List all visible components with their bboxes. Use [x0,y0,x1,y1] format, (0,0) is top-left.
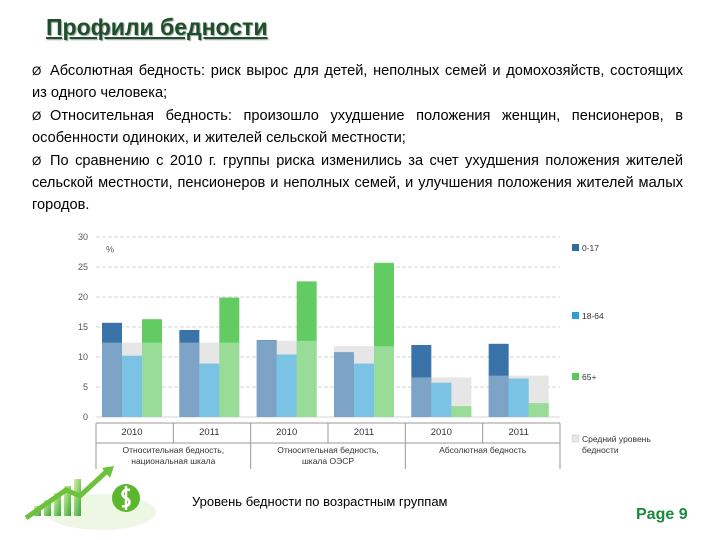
group-label-line: шкала ОЭСР [302,456,354,466]
y-tick-label: 0 [83,412,88,422]
group-label-line: Абсолютная бедность [439,445,527,455]
bullet-item: Ø По сравнению с 2010 г. группы риска изм… [32,150,683,217]
bar-average-overlay [431,382,452,417]
arrow-bullet-icon: Ø [32,108,42,123]
legend-label: 18-64 [582,311,604,321]
legend-label: Средний уровень бедности [582,434,651,455]
y-tick-label: 25 [78,262,88,272]
legend-swatch [572,373,579,380]
y-tick-label: 20 [78,292,88,302]
bar-average-overlay [296,340,317,417]
legend-label: 0-17 [582,243,599,253]
chart-canvas: 0 5 10 15 20 25 30% 2010 2011 2010 2011 2010 2011 Отн… [78,232,651,469]
bullet-list: Ø Абсолютная бедность: риск вырос для дет… [32,60,683,217]
x-tick-label: 2011 [508,427,528,438]
bullet-text: Абсолютная бедность: риск вырос для дете… [32,63,683,102]
group-label: Абсолютная бедность [439,445,527,455]
bar-average-overlay [528,403,549,417]
data-bar [102,322,122,417]
group-label: Относительная бедность, шкала ОЭСР [277,445,379,466]
data-bar [411,345,432,417]
bullet-text: По сравнению с 2010 г. группы риска изме… [32,152,683,214]
growth-chart-dollar-icon [24,466,156,530]
bar-average-overlay [219,342,240,417]
x-tick-label: 2010 [121,427,142,438]
data-bar [431,382,452,417]
x-tick-label: 2011 [354,427,374,438]
x-tick-label: 2010 [276,427,297,438]
data-bar [256,340,277,417]
data-bar [296,281,317,417]
x-tick-label: 2011 [199,427,219,438]
y-tick-label: 5 [83,382,88,392]
y-tick-label: 15 [78,322,88,332]
legend-swatch [572,312,579,319]
bar-average-overlay [451,406,472,417]
page-number: Page 9 [636,506,688,523]
data-bar [374,262,394,417]
bar-average-overlay [411,377,432,417]
y-tick-label: 30 [78,232,88,242]
legend-label-line: Средний уровень [582,434,651,444]
data-bar [122,355,142,417]
data-bar [451,406,472,417]
data-bar [199,363,220,417]
poverty-chart: 0 5 10 15 20 25 30% 2010 2011 2010 2011 2010 2011 Отн… [60,225,720,470]
bar-average-overlay [122,355,142,417]
bar-average-overlay [142,342,162,417]
bar-average-overlay [374,346,394,417]
group-label-line: Относительная бедность, [277,445,379,455]
group-label-line: Относительная бедность, [123,445,225,455]
chart-caption: Уровень бедности по возрастным группам [192,494,448,509]
slide-title: Профили бедности [46,14,268,40]
bar-average-overlay [488,375,509,417]
bar-average-overlay [354,363,374,417]
data-bar [276,354,297,417]
data-bar [354,363,374,417]
bullet-text: Относительная бедность: произошло ухудше… [32,107,683,147]
group-label: Относительная бедность, национальная шкал… [123,445,225,466]
bullet-item: Ø Относительная бедность: произошло ухудш… [32,105,683,150]
bar-average-overlay [179,342,200,417]
data-bar [179,330,200,417]
data-bar [528,403,549,417]
bullet-item: Ø Абсолютная бедность: риск вырос для дет… [32,60,683,105]
legend-label: 65+ [582,372,596,382]
bar-average-overlay [102,342,122,417]
data-bar [508,378,529,417]
bar-average-overlay [256,340,277,417]
bar-average-overlay [334,352,354,417]
bar-average-overlay [508,378,529,417]
x-tick-label: 2010 [431,427,452,438]
y-axis-label: % [106,245,114,255]
data-bar [219,297,240,417]
bar-average-overlay [276,354,297,417]
y-tick-label: 10 [78,352,88,362]
data-bar [488,343,509,417]
arrow-bullet-icon: Ø [32,64,42,78]
data-bar [142,319,162,417]
arrow-bullet-icon: Ø [32,153,42,168]
legend-swatch [571,434,580,443]
bar-average-overlay [199,363,220,417]
legend-swatch [572,244,579,251]
group-label-line: национальная шкала [131,456,215,466]
data-bar [334,352,354,417]
legend-label-line: бедности [582,445,619,455]
